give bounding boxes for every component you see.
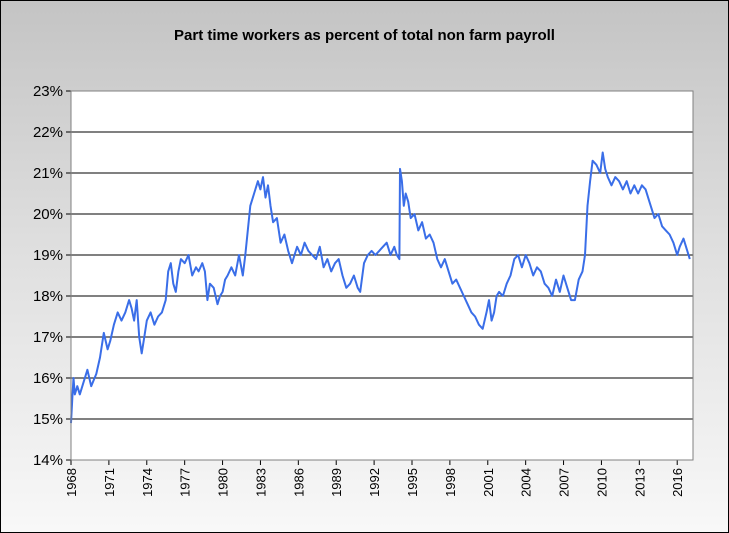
x-tick-label: 1980 — [216, 468, 231, 497]
plot-border — [70, 90, 694, 461]
y-tick-label: 14% — [33, 452, 63, 469]
x-tick-label: 1983 — [253, 468, 268, 497]
x-tick-label: 2001 — [481, 468, 496, 497]
series-layer — [70, 151, 691, 424]
y-tick-label: 19% — [33, 247, 63, 264]
x-tick-label: 1977 — [178, 468, 193, 497]
x-tick-label: 1998 — [443, 468, 458, 497]
y-axis-ticks: 14% 15% 16% 17% 18% 19% 20% 21% 22% 23% — [33, 83, 71, 469]
series-line — [70, 151, 691, 424]
x-tick-label: 1986 — [291, 468, 306, 497]
x-tick-label: 1968 — [64, 468, 79, 497]
y-tick-label: 22% — [33, 124, 63, 141]
x-tick-label: 1974 — [140, 468, 155, 497]
x-tick-label: 2013 — [632, 468, 647, 497]
x-axis-ticks: 1968 1971 1974 1977 1980 1983 1986 1989 1992 1995… — [64, 460, 685, 497]
y-tick-label: 21% — [33, 165, 63, 182]
y-tick-label: 15% — [33, 411, 63, 428]
x-tick-label: 2007 — [557, 468, 572, 497]
x-tick-label: 2016 — [670, 468, 685, 497]
x-tick-label: 2010 — [594, 468, 609, 497]
x-tick-label: 1992 — [367, 468, 382, 497]
y-tick-label: 20% — [33, 206, 63, 223]
x-tick-label: 1989 — [329, 468, 344, 497]
plot-area — [71, 91, 693, 460]
y-tick-label: 17% — [33, 329, 63, 346]
chart-title: Part time workers as percent of total no… — [174, 27, 555, 44]
y-tick-label: 18% — [33, 288, 63, 305]
y-tick-label: 16% — [33, 370, 63, 387]
x-tick-label: 1995 — [405, 468, 420, 497]
y-tick-label: 23% — [33, 83, 63, 100]
x-tick-label: 2004 — [519, 468, 534, 497]
x-tick-label: 1971 — [102, 468, 117, 497]
